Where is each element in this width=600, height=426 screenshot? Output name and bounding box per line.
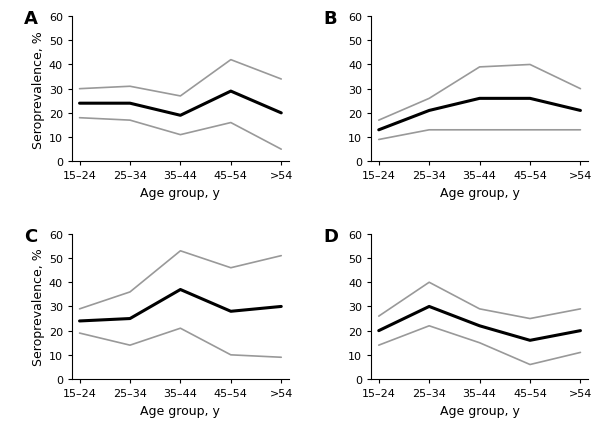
X-axis label: Age group, y: Age group, y — [140, 404, 220, 417]
Text: C: C — [25, 227, 38, 245]
Y-axis label: Seroprevalence, %: Seroprevalence, % — [32, 31, 44, 148]
X-axis label: Age group, y: Age group, y — [140, 187, 220, 199]
Text: D: D — [323, 227, 338, 245]
Y-axis label: Seroprevalence, %: Seroprevalence, % — [32, 248, 44, 366]
Text: B: B — [323, 10, 337, 28]
X-axis label: Age group, y: Age group, y — [440, 404, 520, 417]
Text: A: A — [25, 10, 38, 28]
X-axis label: Age group, y: Age group, y — [440, 187, 520, 199]
